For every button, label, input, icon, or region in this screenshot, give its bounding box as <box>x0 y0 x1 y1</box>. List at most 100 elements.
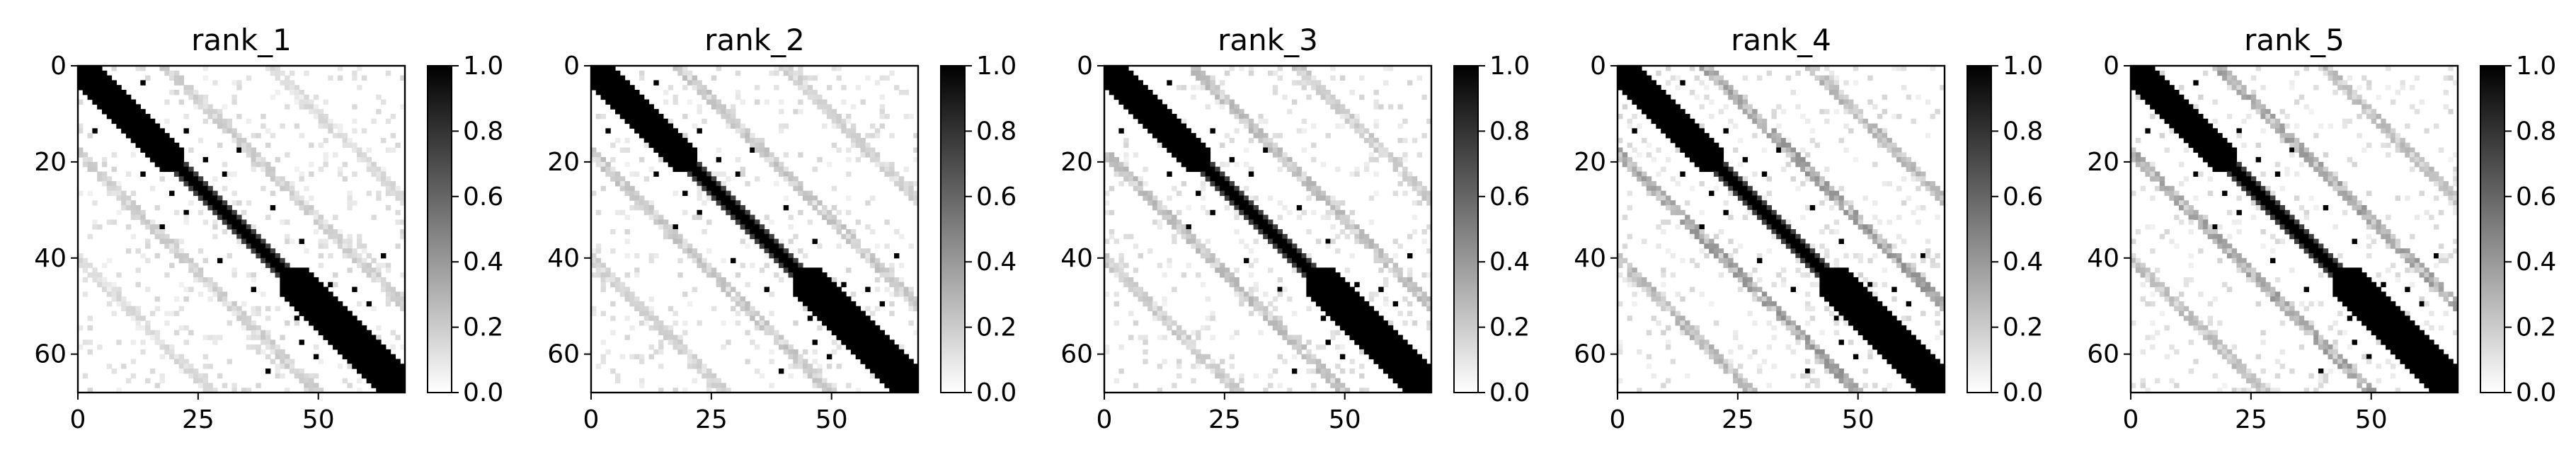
heatmap-cell <box>745 311 750 316</box>
heatmap-cell <box>101 262 108 268</box>
heatmap-cell <box>169 349 175 355</box>
heatmap-cell <box>591 157 597 163</box>
heatmap-cell <box>658 147 664 153</box>
heatmap-cell <box>764 243 769 249</box>
heatmap-cell <box>1210 253 1215 259</box>
heatmap-cell <box>217 109 223 115</box>
heatmap-cell <box>1872 200 1878 206</box>
heatmap-cell <box>1306 80 1312 86</box>
heatmap-cell <box>1172 238 1177 244</box>
heatmap-cell <box>1320 291 1327 297</box>
heatmap-cell <box>173 75 180 81</box>
heatmap-cell <box>1699 80 1705 86</box>
heatmap-cell <box>884 286 890 292</box>
heatmap-cell <box>908 306 914 312</box>
heatmap-cell <box>371 359 377 364</box>
heatmap-cell <box>385 349 391 355</box>
heatmap-cell <box>159 354 165 360</box>
heatmap-cell <box>82 257 88 264</box>
heatmap-cell <box>299 176 304 182</box>
heatmap-cell <box>270 171 276 177</box>
heatmap-cell <box>125 195 132 201</box>
heatmap-cell <box>884 359 890 364</box>
heatmap-cell <box>1906 157 1912 163</box>
heatmap-cell <box>614 70 621 76</box>
heatmap-cell <box>1397 378 1403 384</box>
heatmap-cell <box>1675 85 1681 91</box>
heatmap-cell <box>1838 205 1844 211</box>
heatmap-cell <box>1689 185 1695 192</box>
heatmap-cell <box>812 195 818 201</box>
heatmap-cell <box>798 66 803 71</box>
heatmap-cell <box>865 315 871 321</box>
heatmap-cell <box>313 113 319 120</box>
heatmap-cell <box>1665 123 1671 129</box>
heatmap-cell <box>750 147 755 153</box>
heatmap-cell <box>169 152 175 158</box>
heatmap-cell <box>648 133 654 139</box>
heatmap-cell <box>1196 161 1201 168</box>
heatmap-cell <box>1320 315 1327 321</box>
heatmap-cell <box>1387 340 1394 345</box>
heatmap-cell <box>1118 70 1124 76</box>
heatmap-cell <box>1143 166 1148 173</box>
heatmap-cell <box>1718 176 1724 182</box>
heatmap-cell <box>366 359 372 364</box>
heatmap-cell <box>745 306 750 312</box>
heatmap-cell <box>769 70 774 76</box>
heatmap-cell <box>865 364 871 369</box>
heatmap-cell <box>1761 128 1768 134</box>
heatmap-cell <box>1147 99 1153 105</box>
heatmap-cell <box>750 262 755 268</box>
heatmap-cell <box>1891 257 1897 264</box>
heatmap-cell <box>1277 243 1283 249</box>
heatmap-cell <box>337 311 343 316</box>
heatmap-cell <box>1359 94 1365 100</box>
heatmap-cell <box>1699 181 1705 187</box>
heatmap-cell <box>1848 200 1854 206</box>
heatmap-cell <box>1330 99 1336 105</box>
heatmap-cell <box>860 330 866 336</box>
heatmap-cell <box>207 388 213 393</box>
heatmap-cell <box>1359 128 1365 134</box>
heatmap-cell <box>1665 113 1671 120</box>
heatmap-cell <box>1809 66 1816 71</box>
heatmap-cell <box>711 267 717 273</box>
heatmap-cell <box>1416 378 1423 384</box>
heatmap-cell <box>82 340 88 345</box>
heatmap-cell <box>285 286 290 292</box>
heatmap-cell <box>591 80 597 86</box>
heatmap-cell <box>595 257 602 264</box>
heatmap-cell <box>1412 388 1418 393</box>
heatmap-cell <box>605 166 611 173</box>
heatmap-cell <box>687 253 693 259</box>
heatmap-cell <box>1258 128 1264 134</box>
heatmap-cell <box>111 296 117 302</box>
heatmap-cell <box>188 267 194 273</box>
heatmap-cell <box>735 70 741 76</box>
heatmap-cell <box>1359 388 1365 393</box>
heatmap-cell <box>285 104 290 110</box>
heatmap-cell <box>333 311 338 316</box>
heatmap-cell <box>280 354 285 360</box>
colorbar-tick-label: 0.2 <box>1489 313 1530 342</box>
heatmap-cell <box>716 147 722 153</box>
heatmap-cell <box>908 320 914 326</box>
heatmap-cell <box>251 157 256 163</box>
heatmap-cell <box>323 99 328 105</box>
heatmap-cell <box>116 94 122 100</box>
heatmap-cell <box>1325 99 1331 105</box>
heatmap-cell <box>778 253 784 259</box>
heatmap-cell <box>653 147 659 153</box>
heatmap-cell <box>1757 253 1763 259</box>
heatmap-cell <box>1632 94 1637 100</box>
heatmap-cell <box>1713 70 1719 76</box>
heatmap-cell <box>610 369 616 374</box>
heatmap-cell <box>1699 133 1705 139</box>
heatmap-cell <box>149 185 156 192</box>
heatmap-cell <box>759 233 765 240</box>
heatmap-cell <box>1186 142 1191 149</box>
heatmap-cell <box>1383 262 1389 268</box>
heatmap-cell <box>1200 282 1206 288</box>
axes-frame <box>76 64 406 394</box>
